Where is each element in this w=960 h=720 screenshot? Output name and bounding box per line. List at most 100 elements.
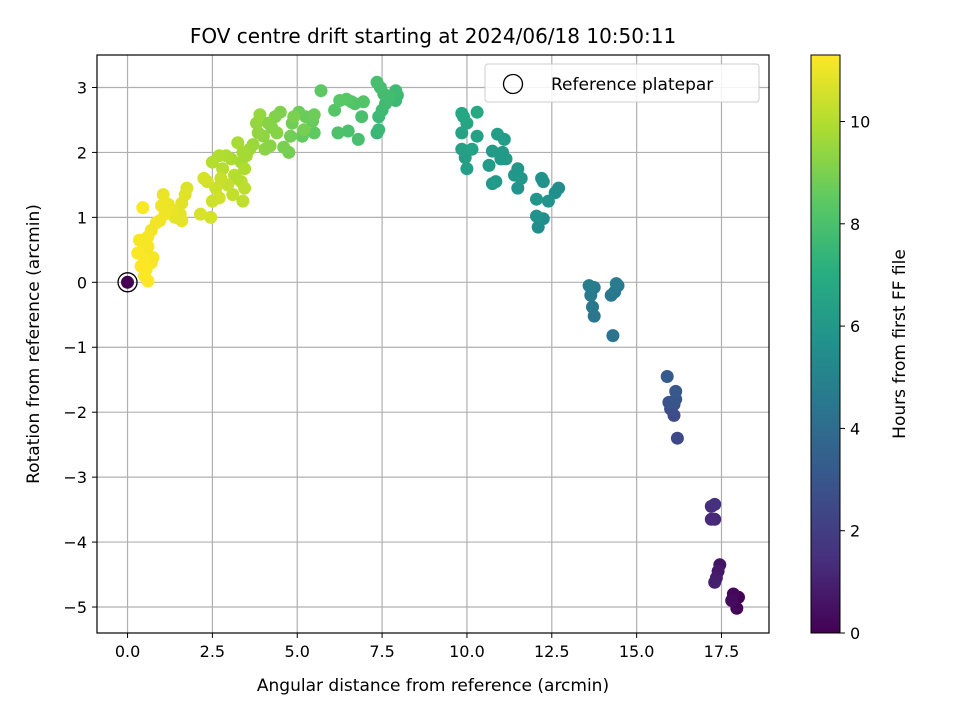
x-axis-label: Angular distance from reference (arcmin) [257,676,609,696]
y-tick-label: 3 [77,78,87,97]
data-point [370,75,384,89]
x-tick-label: 12.5 [534,642,570,661]
grid-lines [97,55,769,633]
data-point [660,370,674,383]
data-point [197,171,211,185]
data-point [121,275,134,289]
colorbar: 0 2 4 6 8 10 Hours from first FF file [810,54,910,643]
colorbar-tick-label: 10 [850,112,870,131]
data-point [236,145,250,159]
data-point [455,126,469,140]
data-point [131,246,145,260]
y-tick-label: 1 [77,208,87,227]
data-point [314,84,328,98]
data-point [351,132,365,146]
data-point [333,94,347,107]
data-point [297,123,311,137]
data-point [287,110,301,124]
colorbar-tick-label: 2 [850,522,860,541]
legend-box [484,63,760,103]
x-tick-label: 5.0 [285,642,310,661]
data-point [156,188,170,202]
data-point [582,279,596,293]
x-tick-label: 7.5 [369,642,394,661]
data-point [455,106,469,120]
data-point [669,384,683,398]
data-point [212,191,226,205]
data-point [609,277,623,291]
data-point [606,329,620,343]
data-point [253,108,267,122]
data-point [511,162,525,176]
data-points [121,75,745,615]
data-point [134,259,148,273]
data-point [708,497,722,511]
x-tick-label: 10.0 [449,642,485,661]
data-point [194,207,207,221]
data-point [704,512,718,526]
plot-frame [96,54,770,634]
data-point [491,127,504,141]
data-point [277,140,291,154]
data-point [141,274,155,288]
data-point [482,158,496,172]
data-point [485,144,499,158]
y-tick-label: 2 [77,143,87,162]
y-tick-label: −3 [63,468,87,487]
y-tick-label: 0 [77,273,87,292]
data-point [284,129,297,143]
x-tick-label: 17.5 [704,642,740,661]
chart-title: FOV centre drift starting at 2024/06/18 … [190,24,676,48]
data-point [261,116,275,130]
data-point [251,126,265,140]
data-point [204,210,218,224]
reference-marker [117,272,138,293]
data-point [460,162,474,176]
data-point [496,145,510,159]
colorbar-tick-label: 4 [850,419,860,438]
data-point [530,192,543,206]
data-point [328,103,342,117]
data-point [530,209,543,223]
colorbar-gradient [810,54,841,634]
legend-marker [502,73,524,95]
y-tick-label: −2 [63,403,87,422]
data-point [455,142,469,156]
data-point [307,126,321,140]
data-point [132,233,146,247]
data-point [725,594,739,607]
data-point [465,142,479,156]
y-tick-label: −4 [63,533,87,552]
colorbar-ticks: 0 2 4 6 8 10 [840,112,870,643]
colorbar-tick-label: 6 [850,317,860,336]
reference-point [117,272,138,293]
x-tick-label: 2.5 [200,642,225,661]
x-axis-ticks: 0.0 2.5 5.0 7.5 10.0 12.5 15.0 17.5 [115,633,739,661]
data-point [238,162,252,176]
data-point [216,162,230,176]
data-point [258,142,272,156]
data-point [331,126,345,140]
data-point [372,123,386,137]
data-point [485,177,499,191]
legend: Reference platepar [484,63,760,103]
data-point [155,199,168,213]
data-point [270,126,284,140]
data-point [236,194,250,208]
data-point [470,129,484,143]
data-point [214,171,228,185]
data-point [356,95,370,109]
y-tick-label: −5 [63,598,87,617]
data-point [670,431,684,445]
data-point [536,175,550,189]
data-point [136,201,150,215]
data-point [552,181,566,195]
data-point [231,136,245,150]
y-tick-label: −1 [63,338,87,357]
legend-label: Reference platepar [551,75,713,95]
colorbar-tick-label: 0 [850,624,860,643]
data-point [586,300,599,314]
y-axis-label: Rotation from reference (arcmin) [24,204,44,484]
data-point [307,108,321,122]
